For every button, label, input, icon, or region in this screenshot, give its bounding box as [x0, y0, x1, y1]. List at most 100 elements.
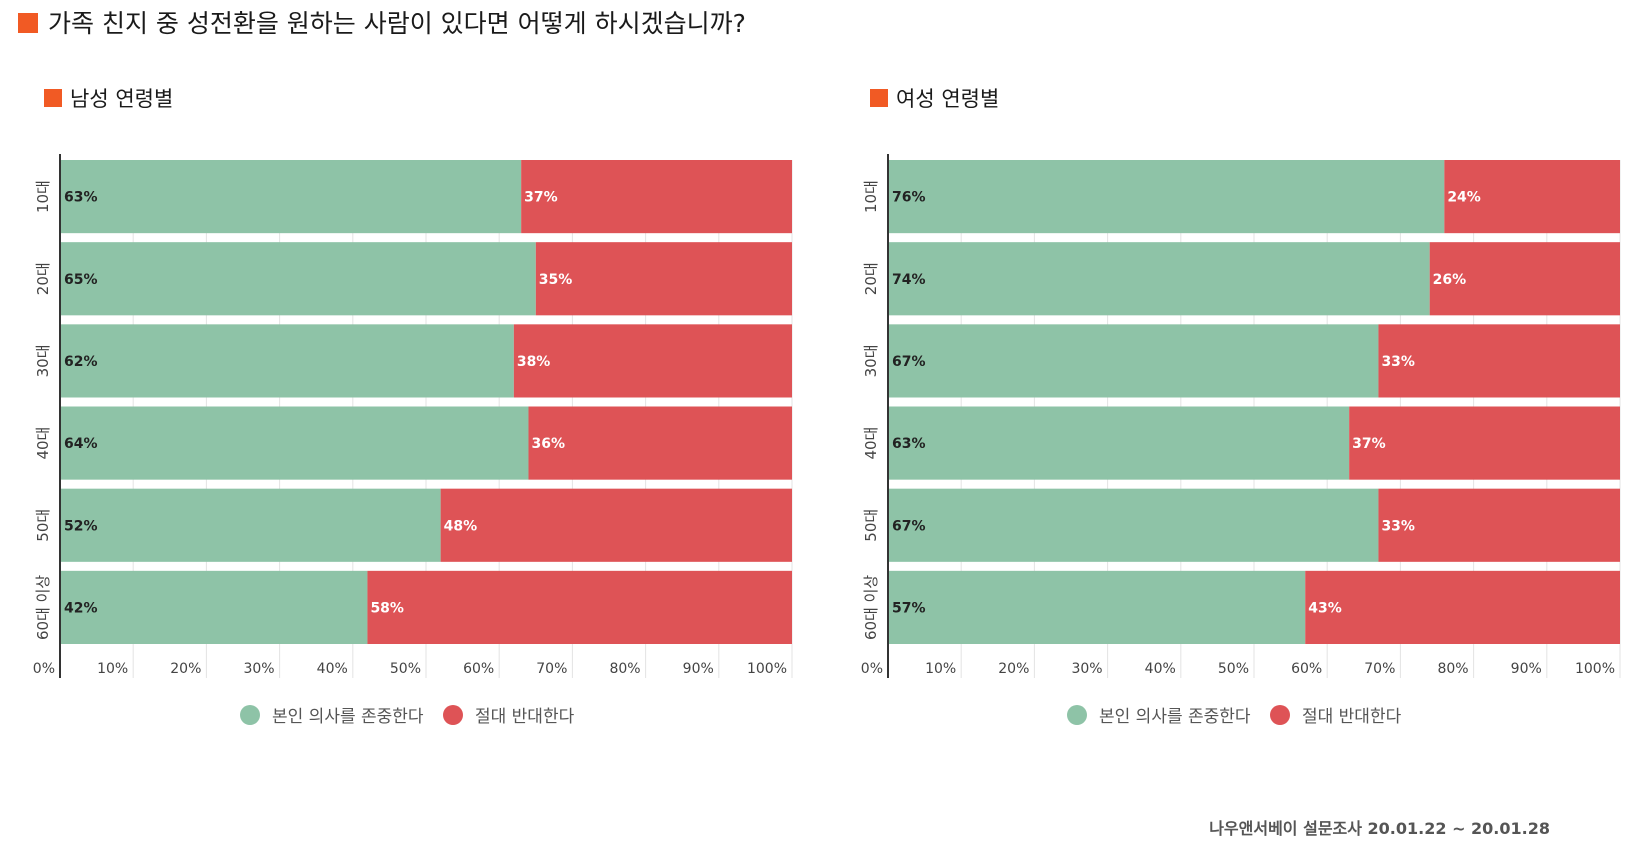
category-label: 40대 — [862, 427, 880, 460]
data-label-respect: 76% — [892, 190, 926, 206]
tick-label: 70% — [1364, 661, 1395, 677]
bar-oppose — [1349, 406, 1620, 480]
category-label: 60대 이상 — [34, 575, 52, 640]
bar-respect — [888, 406, 1350, 480]
bar-respect — [888, 488, 1379, 562]
data-label-oppose: 35% — [539, 272, 573, 288]
bar-respect — [60, 406, 529, 480]
data-label-respect: 63% — [892, 436, 926, 452]
data-label-respect: 57% — [892, 600, 926, 616]
bar-respect — [60, 160, 522, 234]
data-label-respect: 67% — [892, 354, 926, 370]
tick-label: 80% — [1437, 661, 1468, 677]
data-label-oppose: 43% — [1308, 600, 1342, 616]
category-label: 30대 — [34, 344, 52, 377]
male-chart-title: 남성 연령별 — [44, 84, 173, 114]
tick-label: 90% — [683, 661, 714, 677]
legend-oppose-dot-icon — [442, 705, 463, 725]
legend-respect-label: 본인 의사를 존중한다 — [272, 707, 424, 727]
category-label: 60대 이상 — [862, 575, 880, 640]
data-label-respect: 67% — [892, 518, 926, 534]
data-label-respect: 64% — [64, 436, 98, 452]
legend-oppose-dot-icon — [1269, 705, 1290, 725]
data-label-oppose: 24% — [1447, 190, 1481, 206]
tick-label: 90% — [1511, 661, 1542, 677]
tick-label: 50% — [390, 661, 421, 677]
bar-oppose — [521, 160, 792, 234]
tick-label: 20% — [170, 661, 201, 677]
data-label-respect: 63% — [64, 190, 98, 206]
category-label: 50대 — [862, 509, 880, 542]
legend-item-respect: 본인 의사를 존중한다 — [1067, 705, 1251, 728]
data-label-oppose: 33% — [1381, 354, 1415, 370]
bar-oppose — [535, 242, 792, 316]
bar-oppose — [1429, 242, 1620, 316]
female-chart-title-text: 여성 연령별 — [896, 87, 1000, 111]
bar-respect — [888, 242, 1430, 316]
legend-item-oppose: 절대 반대한다 — [442, 705, 575, 728]
category-label: 30대 — [862, 344, 880, 377]
male-chart-title-text: 남성 연령별 — [70, 87, 174, 111]
data-label-oppose: 26% — [1433, 272, 1467, 288]
tick-label: 10% — [97, 661, 128, 677]
page-title: 가족 친지 중 성전환을 원하는 사람이 있다면 어떻게 하시겠습니까? — [18, 6, 746, 42]
legend-item-respect: 본인 의사를 존중한다 — [240, 705, 424, 728]
page-title-text: 가족 친지 중 성전환을 원하는 사람이 있다면 어떻게 하시겠습니까? — [48, 9, 746, 38]
data-label-respect: 65% — [64, 272, 98, 288]
tick-label: 70% — [536, 661, 567, 677]
data-label-oppose: 36% — [531, 436, 565, 452]
tick-label: 100% — [747, 661, 787, 677]
bar-oppose — [1378, 488, 1620, 562]
bar-respect — [60, 242, 536, 316]
data-label-oppose: 58% — [370, 600, 404, 616]
tick-label: 30% — [243, 661, 274, 677]
female-title-marker-icon — [870, 89, 888, 107]
bar-oppose — [513, 324, 792, 398]
legend-item-oppose: 절대 반대한다 — [1269, 705, 1402, 728]
category-label: 10대 — [862, 180, 880, 213]
female-chart-legend: 본인 의사를 존중한다 절대 반대한다 — [1067, 705, 1415, 728]
data-label-oppose: 38% — [517, 354, 551, 370]
data-label-oppose: 37% — [524, 190, 558, 206]
title-marker-icon — [18, 13, 38, 33]
category-label: 50대 — [34, 509, 52, 542]
tick-label: 60% — [1291, 661, 1322, 677]
bar-oppose — [1378, 324, 1620, 398]
tick-label: 80% — [609, 661, 640, 677]
bar-respect — [60, 488, 441, 562]
tick-label: 30% — [1071, 661, 1102, 677]
male-title-marker-icon — [44, 89, 62, 107]
category-label: 40대 — [34, 427, 52, 460]
source-note: 나우앤서베이 설문조사 20.01.22 ~ 20.01.28 — [1209, 819, 1550, 838]
tick-label: 10% — [925, 661, 956, 677]
tick-label: 100% — [1575, 661, 1615, 677]
tick-label: 0% — [33, 661, 55, 677]
legend-respect-label: 본인 의사를 존중한다 — [1099, 707, 1251, 727]
tick-label: 20% — [998, 661, 1029, 677]
category-label: 20대 — [862, 262, 880, 295]
bar-oppose — [1305, 570, 1620, 644]
legend-oppose-label: 절대 반대한다 — [1301, 707, 1402, 727]
tick-label: 0% — [861, 661, 883, 677]
data-label-oppose: 33% — [1381, 518, 1415, 534]
legend-oppose-label: 절대 반대한다 — [474, 707, 575, 727]
legend-respect-dot-icon — [1067, 705, 1087, 725]
bar-oppose — [1444, 160, 1620, 234]
legend-respect-dot-icon — [240, 705, 260, 725]
bar-respect — [60, 570, 368, 644]
tick-label: 60% — [463, 661, 494, 677]
bar-oppose — [528, 406, 792, 480]
data-label-oppose: 48% — [444, 518, 478, 534]
bar-respect — [60, 324, 514, 398]
data-label-respect: 52% — [64, 518, 98, 534]
tick-label: 50% — [1218, 661, 1249, 677]
male-chart-legend: 본인 의사를 존중한다 절대 반대한다 — [240, 705, 588, 728]
data-label-oppose: 37% — [1352, 436, 1386, 452]
data-label-respect: 62% — [64, 354, 98, 370]
bar-respect — [888, 160, 1445, 234]
bar-oppose — [367, 570, 792, 644]
category-label: 10대 — [34, 180, 52, 213]
bar-respect — [888, 570, 1306, 644]
